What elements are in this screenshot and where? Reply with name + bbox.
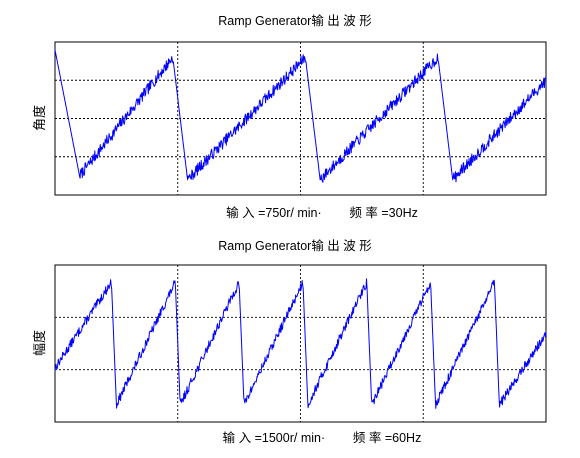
chart-top-ylabel: 角度 [32,105,48,131]
chart-bottom-xlabel: 输 入 =1500r/ min· 频 率 =60Hz [223,430,422,445]
chart-bottom: Ramp Generator输 出 波 形 幅度 输 入 =1500r/ min… [32,238,547,445]
chart-bottom-grid [55,265,546,422]
chart-top: Ramp Generator输 出 波 形 角度 输 入 =750r/ min·… [32,13,547,220]
chart-top-series-line [54,49,547,183]
chart-bottom-ylabel: 幅度 [32,330,48,356]
chart-top-grid [55,42,546,195]
chart-top-title: Ramp Generator输 出 波 形 [218,13,372,28]
chart-bottom-title: Ramp Generator输 出 波 形 [218,238,372,253]
chart-top-xlabel: 输 入 =750r/ min· 频 率 =30Hz [226,205,418,220]
chart-bottom-plot-area [54,264,547,423]
chart-bottom-series-line [54,278,547,409]
